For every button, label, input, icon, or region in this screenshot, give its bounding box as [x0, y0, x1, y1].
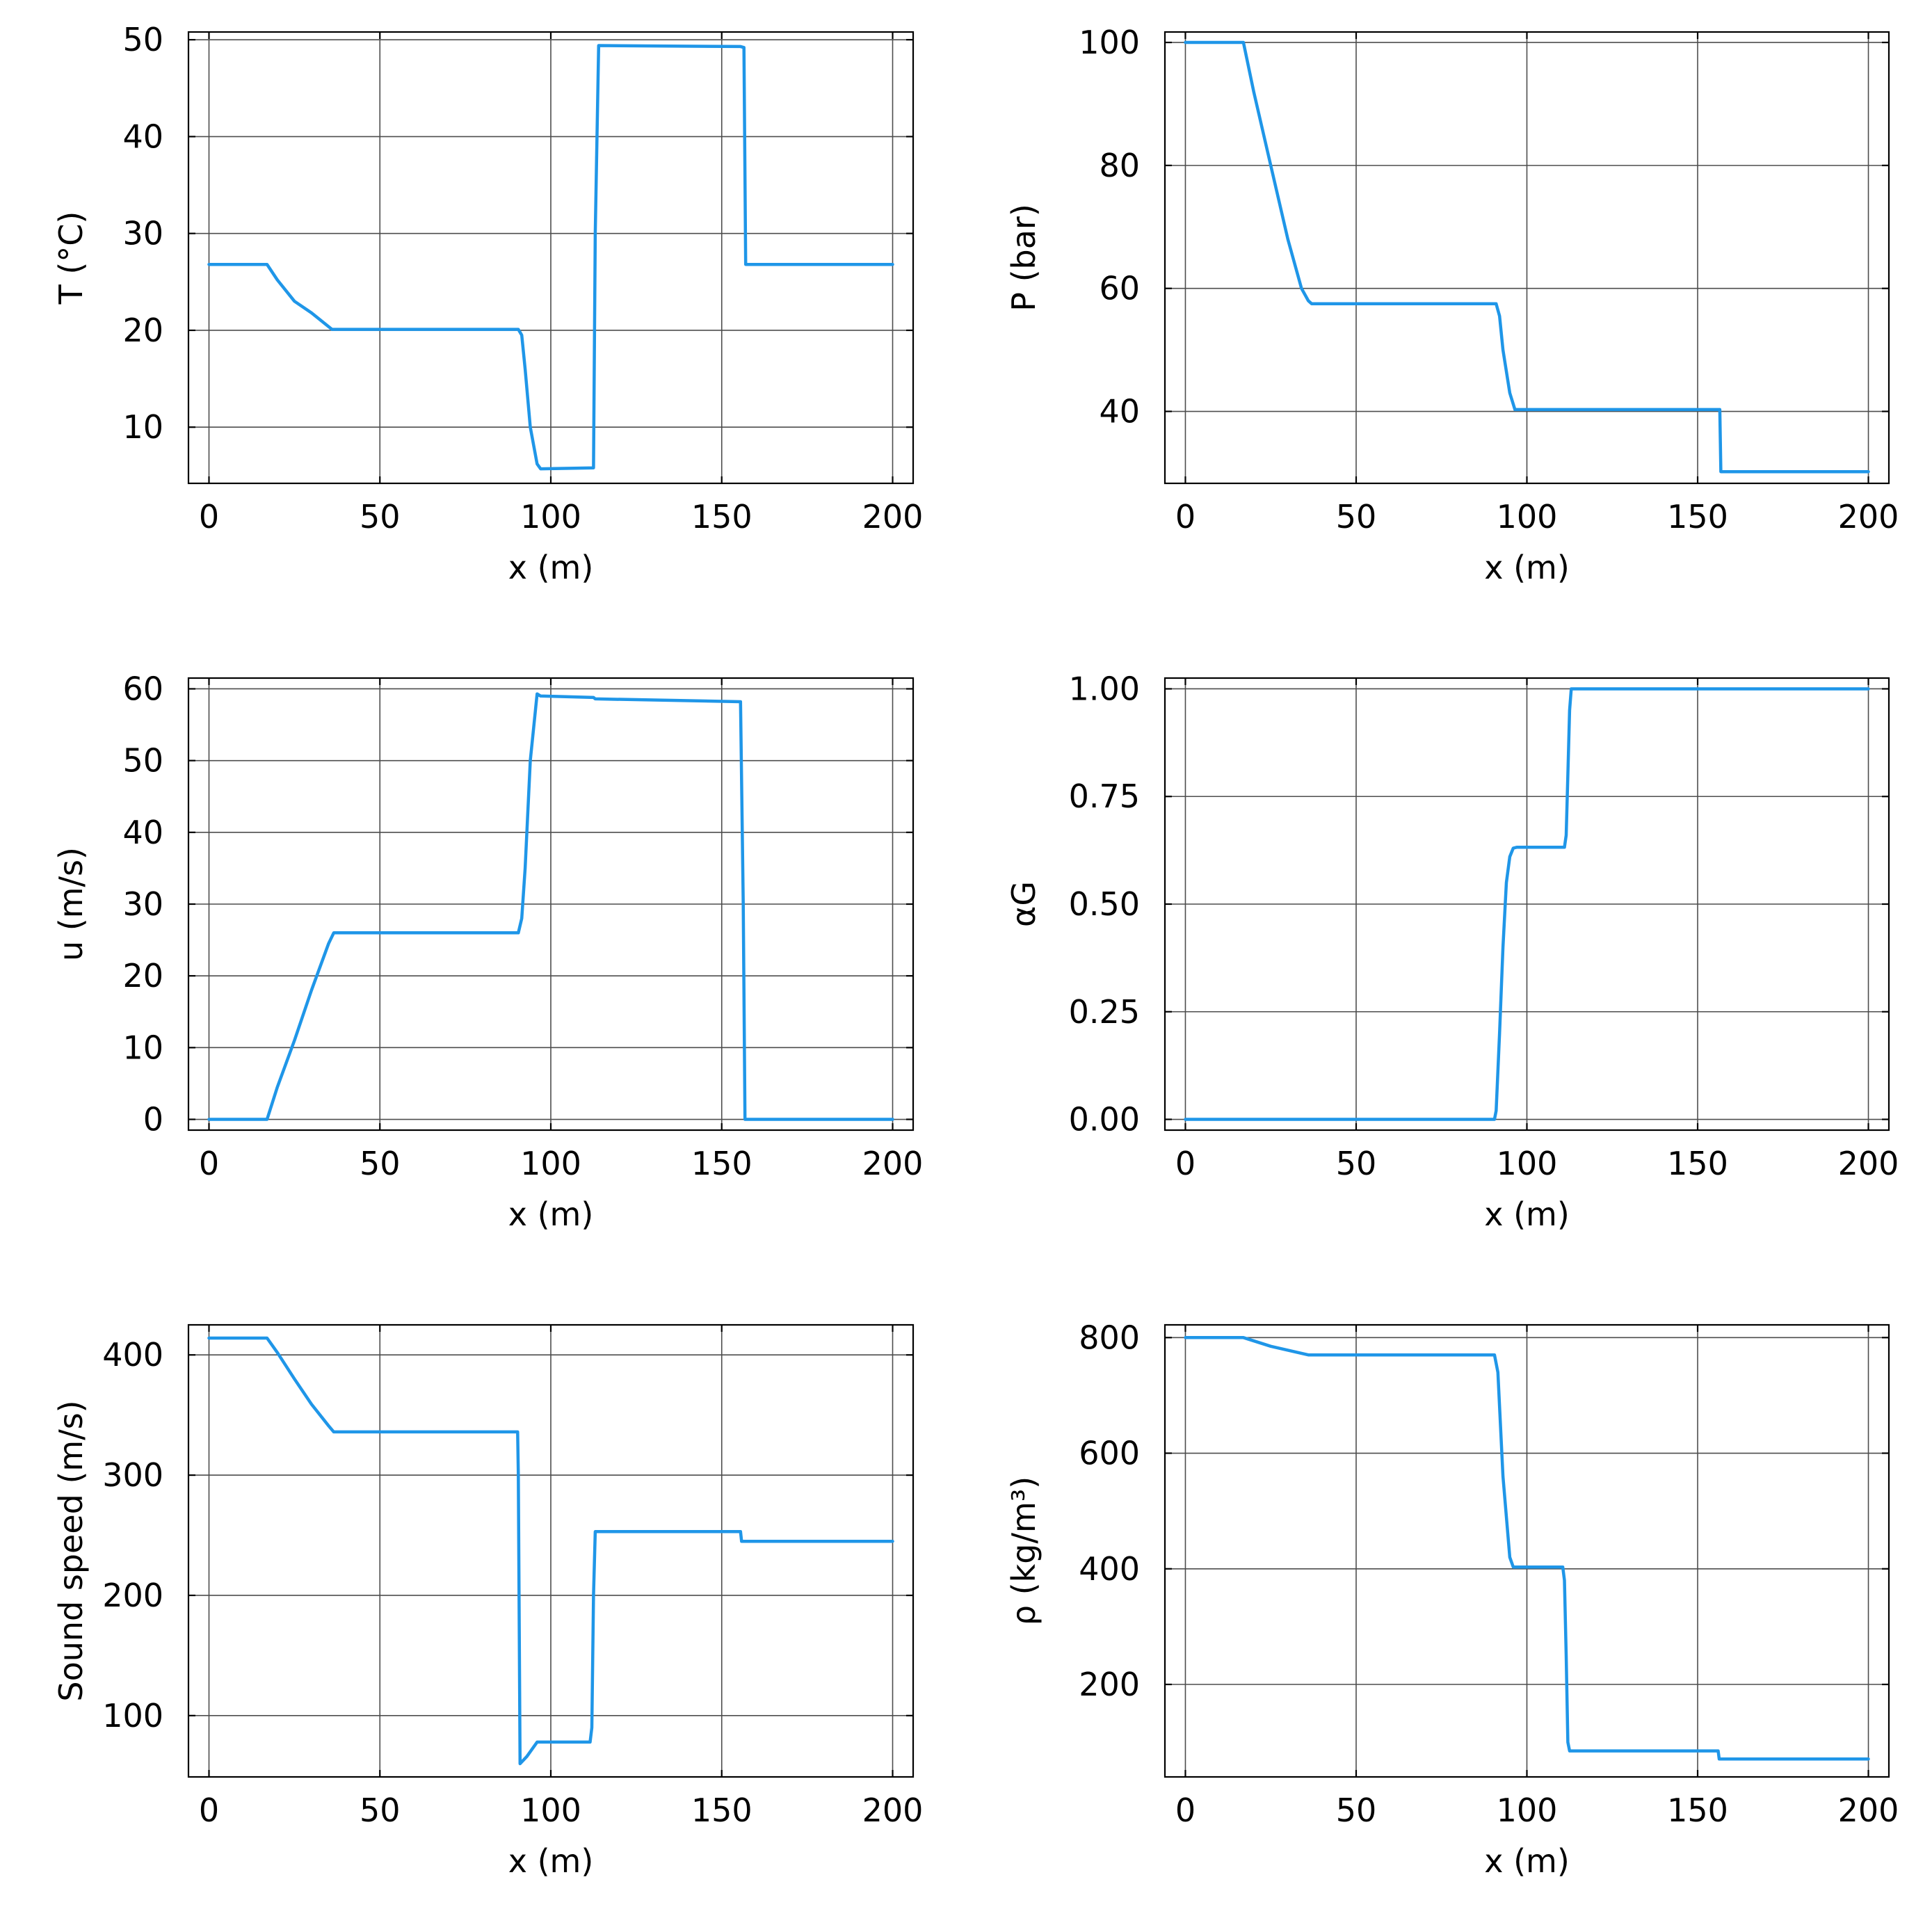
x-tick-label: 150 — [691, 1145, 752, 1182]
chart-panel-4: 0 50 100 150 200 0.00 0.25 0.50 0.75 1.00 x (m) αG — [1005, 670, 1899, 1233]
chart-panel-2: 0 50 100 150 200 40 60 80 100 x (m) P (bar) — [1005, 24, 1899, 586]
x-axis-label: x (m) — [508, 549, 594, 586]
y-tick-label: 100 — [1079, 24, 1140, 61]
y-tick-label: 80 — [1099, 147, 1140, 184]
x-axis-label: x (m) — [1484, 1842, 1570, 1880]
x-tick-label: 200 — [1838, 498, 1899, 536]
y-tick-label: 60 — [1099, 270, 1140, 307]
x-tick-label: 50 — [1336, 1145, 1377, 1182]
x-tick-label: 50 — [1336, 1792, 1377, 1829]
y-tick-label: 0.75 — [1069, 778, 1140, 815]
x-tick-label: 50 — [1336, 498, 1377, 536]
x-tick-label: 100 — [1497, 1145, 1558, 1182]
chart-panel-5: 0 50 100 150 200 100 200 300 400 x (m) Sound speed… — [52, 1323, 924, 1880]
x-tick-label: 100 — [520, 1792, 581, 1829]
y-tick-label: 30 — [122, 215, 163, 252]
x-tick-label: 100 — [520, 498, 581, 536]
y-tick-label: 400 — [102, 1336, 163, 1374]
series-line — [1184, 40, 1870, 474]
x-tick-label: 200 — [1838, 1145, 1899, 1182]
x-tick-label: 50 — [360, 498, 401, 536]
x-tick-label: 0 — [1175, 498, 1196, 536]
x-tick-label: 200 — [862, 498, 924, 536]
x-axis-label: x (m) — [508, 1842, 594, 1880]
y-tick-label: 50 — [122, 21, 163, 58]
y-axis-label: ρ (kg/m³) — [1005, 1476, 1043, 1625]
x-axis-label: x (m) — [1484, 1196, 1570, 1233]
x-tick-label: 50 — [360, 1145, 401, 1182]
chart-panel-3: 0 50 100 150 200 0 10 20 30 40 50 60 x (m) u (m/s) — [52, 670, 923, 1233]
y-tick-label: 50 — [122, 742, 163, 780]
y-tick-label: 1.00 — [1069, 670, 1140, 707]
x-tick-label: 200 — [1838, 1792, 1899, 1829]
series-line — [1184, 687, 1870, 1121]
x-tick-label: 0 — [199, 1792, 219, 1829]
x-tick-label: 0 — [1175, 1792, 1196, 1829]
x-axis-label: x (m) — [508, 1196, 594, 1233]
x-tick-label: 200 — [862, 1145, 924, 1182]
y-tick-label: 300 — [102, 1456, 163, 1494]
y-tick-label: 0 — [143, 1101, 163, 1138]
y-tick-label: 20 — [122, 312, 163, 349]
y-tick-label: 800 — [1079, 1319, 1140, 1356]
x-axis-label: x (m) — [1484, 549, 1570, 586]
y-tick-label: 0.50 — [1069, 885, 1140, 923]
x-tick-label: 200 — [862, 1792, 924, 1829]
x-tick-label: 0 — [199, 1145, 219, 1182]
x-tick-label: 150 — [1667, 1145, 1728, 1182]
x-tick-label: 150 — [691, 1792, 752, 1829]
y-axis-label: u (m/s) — [52, 847, 90, 961]
y-tick-label: 400 — [1079, 1550, 1140, 1588]
y-tick-label: 200 — [102, 1577, 163, 1614]
x-tick-label: 0 — [199, 498, 219, 536]
y-tick-label: 10 — [122, 1029, 163, 1066]
series-line — [207, 1336, 894, 1766]
y-axis-label: Sound speed (m/s) — [52, 1400, 90, 1701]
y-tick-label: 200 — [1079, 1666, 1140, 1703]
y-axis-label: T (°C) — [52, 211, 90, 305]
series-line — [1184, 1336, 1870, 1761]
x-tick-label: 100 — [520, 1145, 581, 1182]
y-tick-label: 10 — [122, 408, 163, 446]
y-axis-label: αG — [1005, 881, 1043, 927]
x-tick-label: 150 — [1667, 498, 1728, 536]
y-tick-label: 40 — [1099, 393, 1140, 430]
series-line — [207, 44, 894, 471]
y-tick-label: 20 — [122, 957, 163, 995]
x-tick-label: 150 — [1667, 1792, 1728, 1829]
y-tick-label: 30 — [122, 885, 163, 923]
y-tick-label: 100 — [102, 1697, 163, 1734]
x-tick-label: 0 — [1175, 1145, 1196, 1182]
y-tick-label: 600 — [1079, 1435, 1140, 1472]
x-tick-label: 100 — [1497, 498, 1558, 536]
y-tick-label: 40 — [122, 814, 163, 851]
x-tick-label: 100 — [1497, 1792, 1558, 1829]
chart-panel-1: 0 50 100 150 200 10 20 30 40 50 x (m) T (°C) — [52, 21, 923, 586]
y-axis-label: P (bar) — [1005, 204, 1043, 312]
y-tick-label: 60 — [122, 670, 163, 707]
y-tick-label: 40 — [122, 118, 163, 155]
chart-panel-6: 0 50 100 150 200 200 400 600 800 x (m) ρ (kg/m³) — [1005, 1319, 1899, 1880]
y-tick-label: 0.25 — [1069, 993, 1140, 1031]
x-tick-label: 50 — [360, 1792, 401, 1829]
y-tick-label: 0.00 — [1069, 1101, 1140, 1138]
series-line — [207, 692, 894, 1121]
x-tick-label: 150 — [691, 498, 752, 536]
